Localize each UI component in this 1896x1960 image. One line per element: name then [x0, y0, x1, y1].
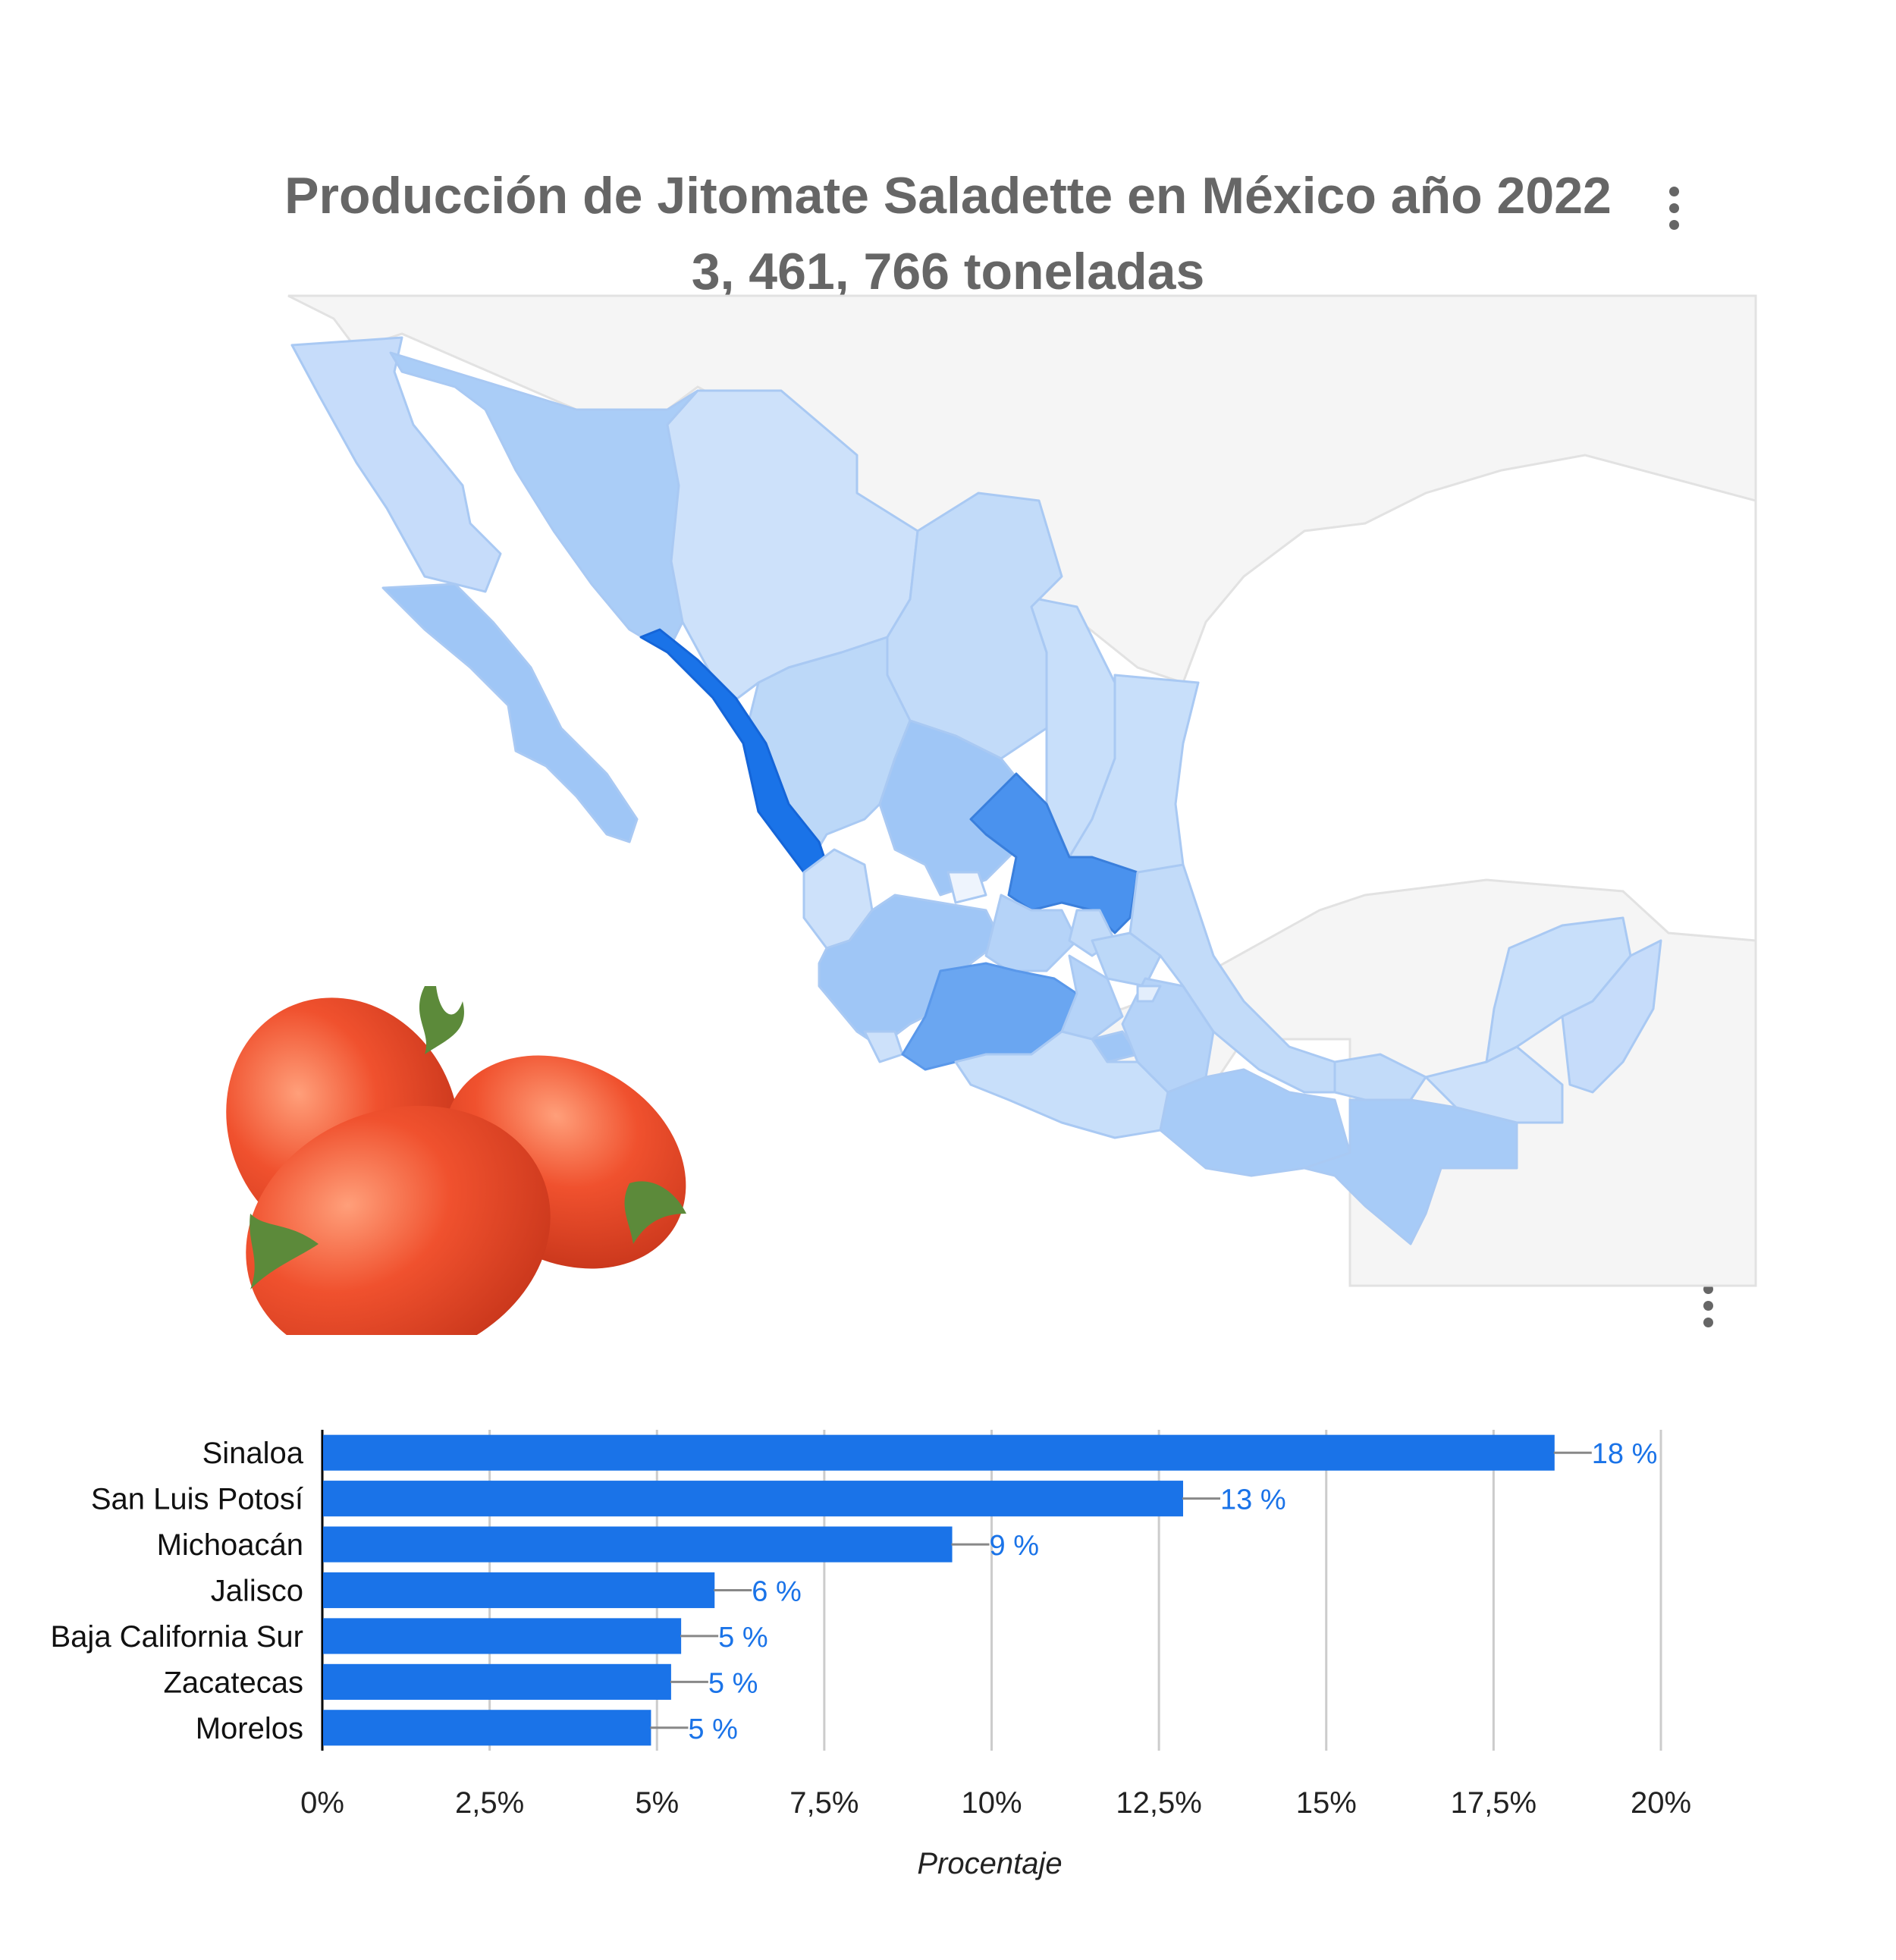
data-label: 6 %	[752, 1576, 801, 1608]
x-tick-label: 17,5%	[1451, 1786, 1537, 1820]
category-label: Michoacán	[157, 1528, 303, 1562]
category-label: Morelos	[196, 1712, 303, 1745]
bar[interactable]	[323, 1663, 671, 1700]
bar[interactable]	[323, 1526, 953, 1563]
chart-title: Producción de Jitomate Saladette en Méxi…	[284, 167, 1612, 225]
bar[interactable]	[323, 1710, 651, 1746]
bar[interactable]	[323, 1572, 715, 1609]
map-state-baja-california-sur	[381, 583, 639, 843]
data-label: 18 %	[1592, 1438, 1658, 1470]
data-label: 5 %	[718, 1622, 768, 1654]
data-label: 13 %	[1220, 1484, 1286, 1516]
x-tick-label: 12,5%	[1116, 1786, 1201, 1820]
x-tick-label: 7,5%	[789, 1786, 859, 1820]
x-tick-label: 10%	[961, 1786, 1022, 1820]
map-state-quintana-roo	[1561, 939, 1662, 1094]
data-label: 9 %	[990, 1530, 1039, 1562]
category-label: Sinaloa	[202, 1437, 304, 1470]
category-label: Zacatecas	[163, 1666, 303, 1699]
chart-subtitle: 3, 461, 766 toneladas	[691, 243, 1205, 300]
x-tick-label: 0%	[300, 1786, 344, 1820]
bar[interactable]	[323, 1481, 1184, 1517]
bar[interactable]	[323, 1434, 1555, 1471]
choropleth-map	[226, 294, 1757, 1335]
tomato-image	[226, 986, 686, 1335]
x-axis-label: Procentaje	[917, 1847, 1062, 1880]
category-label: San Luis Potosí	[91, 1483, 303, 1516]
category-label: Jalisco	[211, 1575, 303, 1608]
x-tick-label: 2,5%	[455, 1786, 524, 1820]
x-tick-label: 15%	[1296, 1786, 1357, 1820]
map-state-tlaxcala	[1136, 985, 1162, 1003]
map-state-aguascalientes	[946, 871, 987, 904]
data-label: 5 %	[708, 1667, 758, 1699]
map-state-guanajuato	[984, 894, 1078, 972]
map-state-hidalgo	[1091, 931, 1162, 988]
x-tick-label: 20%	[1631, 1786, 1691, 1820]
map-state-sinaloa	[639, 628, 828, 874]
map-state-baja-california	[290, 336, 502, 593]
x-tick-label: 5%	[635, 1786, 679, 1820]
bar[interactable]	[323, 1618, 682, 1654]
data-label: 5 %	[688, 1713, 737, 1745]
category-label: Baja California Sur	[51, 1620, 304, 1654]
more-vert-icon[interactable]	[1669, 187, 1679, 230]
